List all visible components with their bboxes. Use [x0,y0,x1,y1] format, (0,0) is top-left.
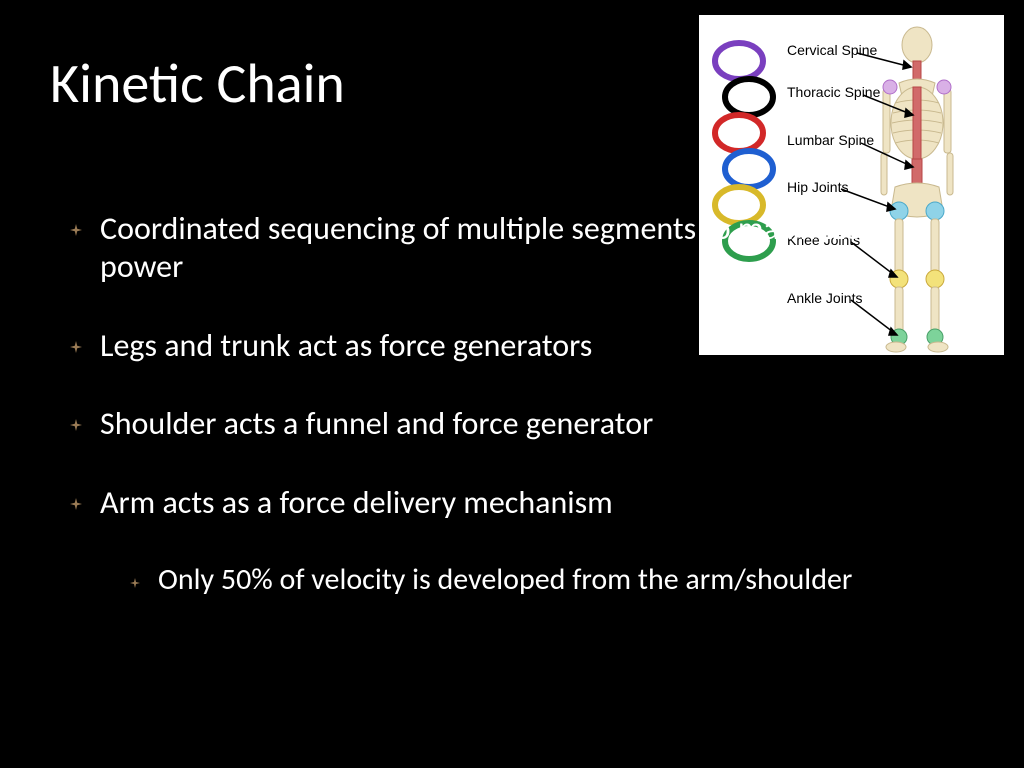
figure-label: Lumbar Spine [787,132,874,148]
bullet-item: Legs and trunk act as force generators [70,327,950,365]
figure-label: Hip Joints [787,179,848,195]
bullet-marker-icon [70,498,82,510]
bullet-marker-icon [130,574,140,593]
bullet-item: Arm acts as a force delivery mechanism [70,484,950,522]
sub-bullet-item: Only 50% of velocity is developed from t… [130,562,950,598]
bullet-text: Legs and trunk act as force generators [100,327,592,365]
bullet-item: Coordinated sequencing of multiple segme… [70,210,950,287]
slide-title: Kinetic Chain [50,50,345,118]
figure-label: Cervical Spine [787,42,877,58]
bullet-item: Shoulder acts a funnel and force generat… [70,405,950,443]
figure-label: Thoracic Spine [787,84,881,100]
sub-bullet-text: Only 50% of velocity is developed from t… [158,562,852,598]
bullet-marker-icon [70,224,82,236]
ring-hip [725,151,773,187]
bullet-text: Arm acts as a force delivery mechanism [100,484,613,522]
bullet-text: Coordinated sequencing of multiple segme… [100,210,950,287]
bullet-marker-icon [70,419,82,431]
sub-bullet-list: Only 50% of velocity is developed from t… [130,562,950,598]
ring-cervical [715,43,763,79]
bullet-text: Shoulder acts a funnel and force generat… [100,405,653,443]
ring-lumbar [715,115,763,151]
bullet-marker-icon [70,341,82,353]
ring-thoracic [725,79,773,115]
slide: Kinetic Chain [0,0,1024,768]
bullet-list: Coordinated sequencing of multiple segme… [70,210,950,598]
